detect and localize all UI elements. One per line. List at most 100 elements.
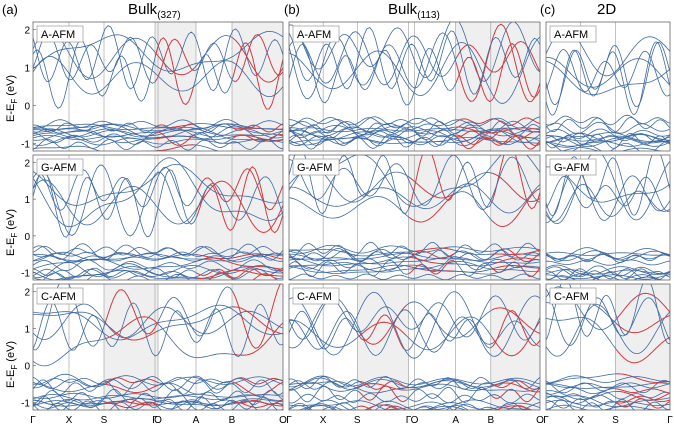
band-c-c-2-0 xyxy=(546,166,670,203)
band-v-c-1-8 xyxy=(561,147,664,151)
ylabel-row-1: E-EF (eV) xyxy=(5,75,19,122)
band-c-b-3-5 xyxy=(289,291,540,359)
band-c-b-2-5 xyxy=(289,183,540,214)
band-c-c-2-5 xyxy=(546,155,670,225)
ytick-label-2-2: 2 xyxy=(24,158,30,169)
xtick-label-b-6: B xyxy=(487,415,494,426)
xtick-label-b-5: A xyxy=(452,415,459,426)
band-highlight-b-3-v-3-25 xyxy=(358,405,407,410)
panel-c-3: C-AFM Γ X S Γ xyxy=(543,283,673,426)
xtick-label-a-7: O xyxy=(279,415,287,426)
row-label-a-1: A-AFM xyxy=(41,29,75,41)
band-v-c-2-2 xyxy=(564,273,663,280)
band-v-a-2-10 xyxy=(33,259,283,272)
frame-b-2 xyxy=(288,154,541,281)
band-v-b-1-2 xyxy=(289,126,540,138)
band-v-c-1-10 xyxy=(546,135,670,148)
panel-b-1: A-AFM xyxy=(288,21,541,152)
band-highlight-c-3-v-6-51 xyxy=(616,398,670,409)
band-highlight-c-3-v-9-51 xyxy=(616,373,670,383)
ytick-label-3-0: 0 xyxy=(24,362,30,373)
band-c-c-2-2 xyxy=(546,183,670,222)
band-highlight-b-3-v-9-55 xyxy=(493,405,533,410)
band-c-c-3-1 xyxy=(546,288,670,346)
ylabel-row-1-main: E-E xyxy=(5,104,17,122)
ylabel-row-3: E-EF (eV) xyxy=(5,341,19,388)
band-v-b-1-1 xyxy=(289,120,540,137)
row-label-c-3: C-AFM xyxy=(554,291,589,303)
band-highlight-b-1-c-0-60 xyxy=(455,23,540,103)
band-c-a-3-3 xyxy=(33,301,283,358)
band-highlight-a-3-c-4-52 xyxy=(232,306,283,335)
row-label-c-1: A-AFM xyxy=(554,29,588,41)
frame-b-1 xyxy=(288,21,541,152)
band-highlight-b-2-v-6-43 xyxy=(408,247,454,253)
xtick-label-b-1: X xyxy=(320,415,327,426)
band-highlight-b-2-c-4-56 xyxy=(492,188,540,227)
band-highlight-a-1-c-4-44 xyxy=(154,37,195,106)
band-v-a-3-4 xyxy=(33,394,283,401)
band-highlight-b-2-v-9-43 xyxy=(408,251,454,259)
band-highlight-c-3-c-0-51 xyxy=(615,336,670,364)
band-highlight-b-2-v-3-56 xyxy=(492,265,540,270)
panel-a-title-main: Bulk xyxy=(128,1,158,18)
band-highlight-a-2-c-2-59 xyxy=(196,180,283,233)
band-highlight-a-3-v-12-26 xyxy=(105,398,159,405)
band-c-c-2-3 xyxy=(546,168,670,223)
band-v-a-2-11 xyxy=(33,253,283,262)
row-label-box-c-2 xyxy=(549,158,597,176)
band-highlight-a-1-v-3-44 xyxy=(155,144,195,151)
band-v-c-2-9 xyxy=(546,250,670,262)
band-v-b-2-8 xyxy=(289,264,540,275)
row-label-b-3: C-AFM xyxy=(297,291,332,303)
band-v-c-1-0 xyxy=(546,121,670,134)
band-c-c-3-3 xyxy=(546,304,670,357)
band-c-c-1-0 xyxy=(546,60,670,95)
band-v-c-3-4 xyxy=(546,404,670,410)
band-highlight-a-3-v-0-52 xyxy=(232,377,283,385)
band-v-a-3-11 xyxy=(33,379,283,396)
xtick-label-a-0: Γ xyxy=(30,415,36,426)
row-label-box-b-3 xyxy=(292,287,340,305)
band-highlight-a-3-c-2-52 xyxy=(232,322,283,356)
row-label-b-1: A-AFM xyxy=(297,29,331,41)
band-highlight-b-3-v-12-55 xyxy=(492,382,540,393)
frame-b-3 xyxy=(288,283,541,411)
band-v-c-1-12 xyxy=(546,132,670,144)
row-label-box-a-2 xyxy=(36,158,84,176)
band-v-b-1-8 xyxy=(289,135,540,147)
band-highlight-a-3-c-0-26 xyxy=(104,289,159,335)
band-v-a-2-13 xyxy=(33,243,283,261)
band-v-c-2-6 xyxy=(546,254,670,261)
band-v-a-3-5 xyxy=(33,392,283,400)
row-label-a-3: C-AFM xyxy=(41,291,76,303)
band-highlight-b-3-c-0-25 xyxy=(358,321,407,337)
band-highlight-a-1-c-0-57 xyxy=(232,33,283,83)
ytick-label-1-1: 1 xyxy=(24,64,30,75)
band-v-b-3-11 xyxy=(289,379,540,394)
xtick-label-b-4: O xyxy=(411,415,419,426)
band-c-c-1-4 xyxy=(546,49,670,97)
panel-a-1: A-AFM -1 0 1 2 xyxy=(21,21,284,152)
panel-b-title-sub: (113) xyxy=(417,10,440,21)
band-c-a-1-3 xyxy=(33,30,283,72)
band-v-b-3-4 xyxy=(289,399,540,410)
row-label-c-2: G-AFM xyxy=(554,162,589,174)
band-c-c-3-5 xyxy=(546,284,670,345)
panel-a-2: G-AFM -1 0 1 2 xyxy=(21,154,284,281)
band-v-a-1-11 xyxy=(33,138,283,151)
band-v-a-1-13 xyxy=(33,128,283,139)
row-label-box-b-2 xyxy=(292,158,340,176)
band-highlight-a-2-v-0-59 xyxy=(196,253,283,260)
band-v-c-3-13 xyxy=(546,375,670,384)
band-v-a-2-2 xyxy=(33,251,283,258)
ylabel-row-3-unit: (eV) xyxy=(5,341,17,365)
ylabel-row-2: E-EF (eV) xyxy=(5,209,19,256)
ytick-label-3--1: -1 xyxy=(21,399,30,410)
band-highlight-a-1-c-0-44 xyxy=(154,38,195,83)
band-v-c-1-7 xyxy=(546,114,670,126)
band-v-b-2-11 xyxy=(289,244,540,254)
band-highlight-b-3-c-2-55 xyxy=(492,307,540,334)
band-highlight-b-3-v-0-25 xyxy=(358,385,407,403)
